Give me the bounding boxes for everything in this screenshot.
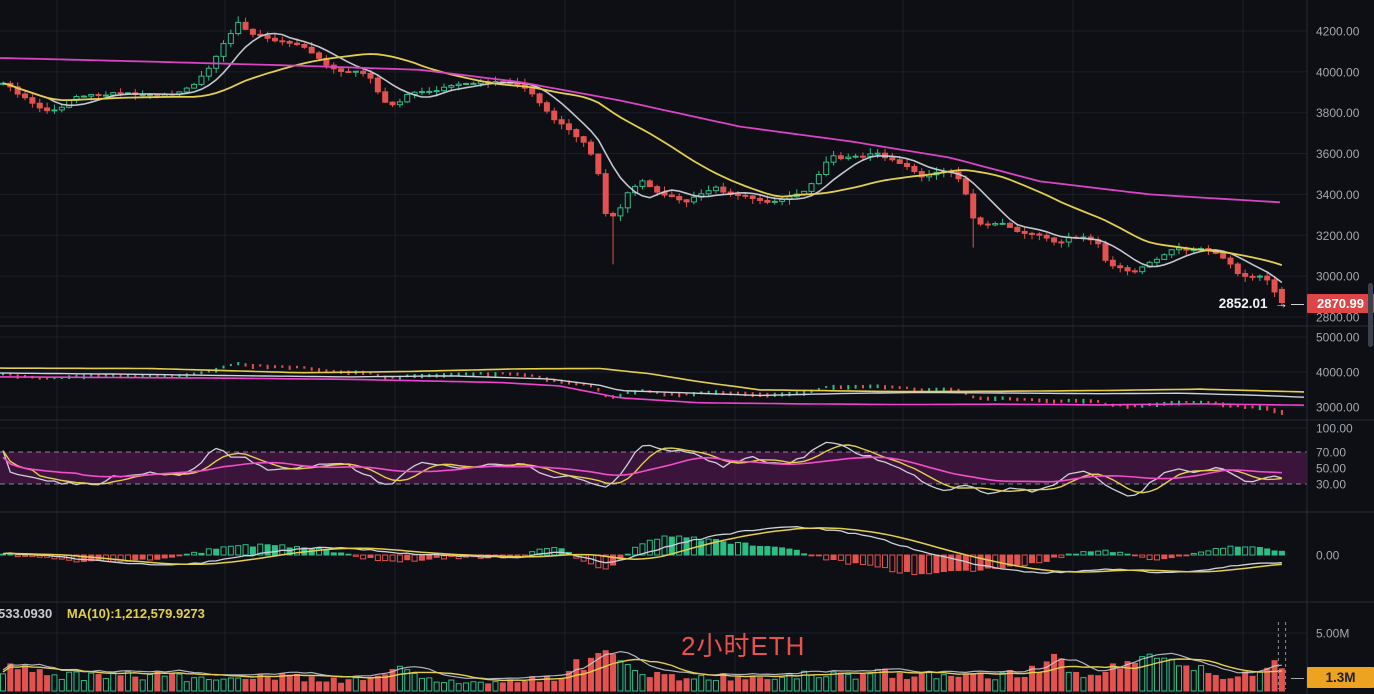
axis-label: 3600.00 [1316,147,1360,161]
axis-label: 2800.00 [1316,311,1360,325]
macd-pane [0,526,1285,576]
last-price-tag: 2870.99 [1307,293,1374,313]
volume-pane-header: 533.0930 MA(10):1,212,579.9273 [0,606,205,621]
axis-label: 50.00 [1316,462,1346,476]
axis-label: 4000.00 [1316,65,1360,79]
volume-ma-tag: 1.3M [1307,666,1374,688]
main-ma-lines [0,32,1283,284]
axis-label: 0.00 [1316,549,1340,563]
volume-ma10-value: MA(10):1,212,579.9273 [66,606,205,621]
axis-label: 100.00 [1316,422,1353,436]
gridlines [0,0,1307,694]
symbol-watermark: 2小时ETH [681,631,806,661]
overview-pane [0,362,1305,415]
right-arrow-icon: → [1274,296,1289,311]
low-price-value: 2852.01 [1218,296,1268,311]
volume-current-value: 533.0930 [0,606,53,621]
price-axis[interactable]: 4200.00 4000.00 3800.00 3600.00 3400.00 3200.… [1316,25,1360,641]
axis-label: 3800.00 [1316,106,1360,120]
axis-label: 3000.00 [1316,401,1360,415]
axis-label: 30.00 [1316,478,1346,492]
axis-label: 70.00 [1316,446,1346,460]
scrollbar-thumb[interactable] [1368,283,1373,347]
axis-label: 4000.00 [1316,366,1360,380]
axis-label: 4200.00 [1316,25,1360,39]
price-tick-dash: — [1291,295,1304,311]
axis-label: 5000.00 [1316,331,1360,345]
last-price-row: — 2870.99 [1291,293,1374,313]
axis-label: 3200.00 [1316,229,1360,243]
volume-tick-dash: — [1291,669,1304,685]
volume-ma-row: — 1.3M [1291,666,1374,688]
oscillator-pane [0,441,1307,497]
axis-label: 3000.00 [1316,270,1360,284]
low-price-callout: 2852.01 → [1130,296,1288,311]
axis-label: 5.00M [1316,627,1349,641]
candlestick-series [0,16,1285,307]
volume-pane [0,622,1287,692]
axis-label: 3400.00 [1316,188,1360,202]
